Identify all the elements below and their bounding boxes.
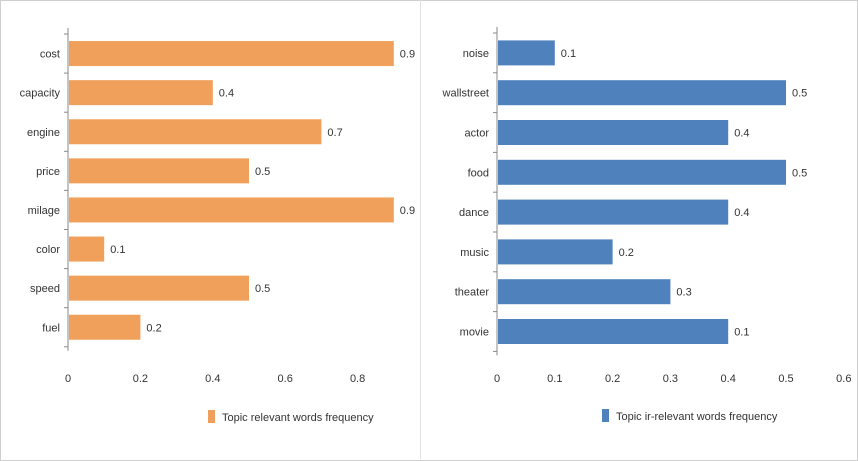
bar (498, 319, 729, 344)
data-label: 0.5 (255, 283, 270, 295)
category-label: food (468, 167, 489, 179)
category-label: milage (28, 205, 60, 217)
x-tick-label: 0.5 (778, 373, 793, 385)
bar (69, 197, 394, 223)
category-label: engine (27, 127, 60, 139)
category-label: fuel (42, 322, 60, 334)
category-label: capacity (20, 88, 61, 100)
x-tick-label: 0.4 (721, 373, 736, 385)
bar (498, 279, 671, 305)
category-label: dance (459, 207, 489, 219)
category-label: movie (460, 327, 489, 339)
legend-label: Topic ir-relevant words frequency (616, 411, 778, 423)
legend-swatch (208, 410, 215, 423)
category-label: actor (465, 128, 490, 140)
data-label: 0.4 (219, 88, 234, 100)
data-label: 0.9 (400, 49, 415, 61)
x-tick-label: 0 (65, 373, 71, 385)
panel-separator (420, 0, 421, 459)
data-label: 0.1 (734, 327, 749, 339)
category-label: wallstreet (442, 88, 489, 100)
bar (498, 40, 555, 66)
bar (498, 120, 729, 145)
bar (69, 41, 394, 67)
data-label: 0.5 (792, 88, 807, 100)
data-label: 0.5 (792, 167, 807, 179)
bar (498, 239, 613, 265)
x-tick-label: 0.2 (605, 373, 620, 385)
bar (69, 236, 105, 262)
x-tick-label: 0.6 (278, 373, 293, 385)
category-label: cost (40, 49, 60, 61)
x-tick-label: 0.4 (205, 373, 220, 385)
data-label: 0.1 (561, 48, 576, 60)
bar (69, 119, 322, 145)
data-label: 0.2 (146, 322, 161, 334)
x-tick-label: 0.3 (663, 373, 678, 385)
legend-label: Topic relevant words frequency (222, 412, 374, 424)
bar (498, 159, 786, 185)
x-tick-label: 0 (494, 373, 500, 385)
x-tick-label: 0.1 (547, 373, 562, 385)
data-label: 0.2 (619, 247, 634, 259)
category-label: noise (463, 48, 489, 60)
data-label: 0.1 (110, 244, 125, 256)
x-tick-label: 0.8 (350, 373, 365, 385)
data-label: 0.9 (400, 205, 415, 217)
data-label: 0.7 (327, 127, 342, 139)
bar (69, 158, 249, 184)
data-label: 0.3 (676, 287, 691, 299)
bar (69, 275, 249, 301)
data-label: 0.4 (734, 128, 749, 140)
category-label: music (460, 247, 489, 259)
data-label: 0.5 (255, 166, 270, 178)
data-label: 0.4 (734, 207, 749, 219)
bar (69, 314, 141, 340)
bar (498, 199, 729, 225)
x-tick-label: 0.6 (836, 373, 851, 385)
bar (498, 80, 786, 106)
category-label: price (36, 166, 60, 178)
category-label: theater (455, 287, 490, 299)
legend-swatch (602, 409, 609, 422)
category-label: speed (30, 283, 60, 295)
bar (69, 80, 213, 106)
x-tick-label: 0.2 (133, 373, 148, 385)
category-label: color (36, 244, 60, 256)
